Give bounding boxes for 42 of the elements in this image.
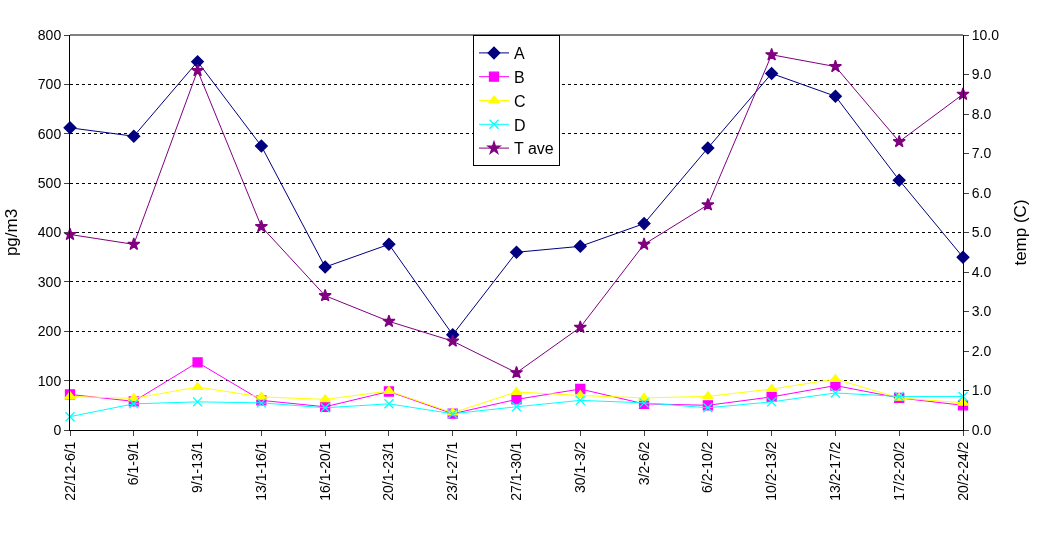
y-axis-title: pg/m3 xyxy=(2,208,22,257)
y-tick-label: 200 xyxy=(37,323,62,340)
y2-tick-label: 4.0 xyxy=(971,263,992,280)
y2-tick-label: 1.0 xyxy=(971,382,992,399)
legend-label: T ave xyxy=(514,140,554,158)
x-tick-label: 17/2-20/2 xyxy=(890,441,907,501)
x-tick-label: 27/1-30/1 xyxy=(508,441,525,501)
y2-tick-label: 5.0 xyxy=(971,224,992,241)
y-tick-label: 100 xyxy=(37,372,62,389)
y2-axis-title: temp (C) xyxy=(1010,199,1030,266)
y2-tick-label: 10.0 xyxy=(971,26,1000,43)
y-tick-label: 0 xyxy=(53,421,62,438)
y-tick-label: 300 xyxy=(37,273,62,290)
x-tick-label: 6/1-9/1 xyxy=(125,441,142,486)
y2-tick-label: 2.0 xyxy=(971,342,992,359)
x-tick-label: 3/2-6/2 xyxy=(635,441,652,486)
x-tick-label: 9/1-13/1 xyxy=(189,441,206,493)
y2-tick-label: 6.0 xyxy=(971,184,992,201)
x-tick-label: 16/1-20/1 xyxy=(316,441,333,501)
legend-label: D xyxy=(514,116,526,134)
y2-tick-label: 3.0 xyxy=(971,303,992,320)
x-tick-label: 20/2-24/2 xyxy=(954,441,971,501)
y-tick-label: 500 xyxy=(37,175,62,192)
y-tick-label: 700 xyxy=(37,76,62,93)
y-tick-label: 400 xyxy=(37,224,62,241)
x-tick-label: 22/12-6/1 xyxy=(61,441,78,501)
x-tick-label: 10/2-13/2 xyxy=(763,441,780,501)
x-tick-label: 13/2-17/2 xyxy=(826,441,843,501)
legend-label: B xyxy=(514,68,525,86)
y-tick-label: 600 xyxy=(37,125,62,142)
legend-label: A xyxy=(514,45,525,63)
y2-tick-label: 8.0 xyxy=(971,105,992,122)
x-tick-label: 23/1-27/1 xyxy=(444,441,461,501)
x-tick-label: 30/1-3/2 xyxy=(571,441,588,493)
x-tick-label: 6/2-10/2 xyxy=(699,441,716,493)
y2-tick-label: 7.0 xyxy=(971,145,992,162)
x-tick-label: 20/1-23/1 xyxy=(380,441,397,501)
legend-label: C xyxy=(514,92,526,110)
y2-tick-label: 9.0 xyxy=(971,66,992,83)
x-tick-label: 13/1-16/1 xyxy=(252,441,269,501)
y2-tick-label: 0.0 xyxy=(971,421,992,438)
y-tick-label: 800 xyxy=(37,26,62,43)
